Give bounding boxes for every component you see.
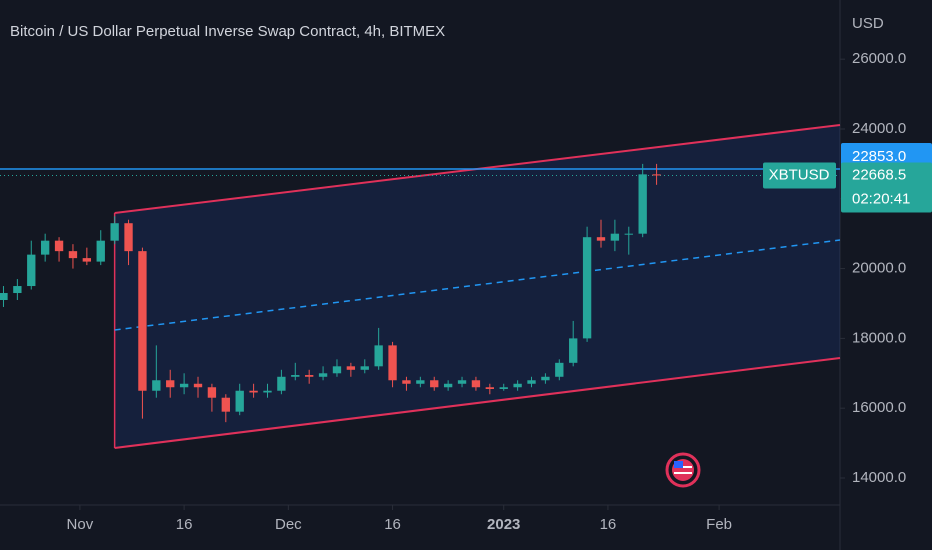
candle-body <box>13 286 22 294</box>
price-label: 22853.0 <box>852 148 906 165</box>
candle-body <box>485 387 494 389</box>
candle-body <box>527 380 536 384</box>
candle-body <box>388 345 397 381</box>
y-tick-label: 26000.0 <box>852 50 906 67</box>
x-tick-label: 2023 <box>487 516 520 533</box>
countdown-label: 02:20:41 <box>852 190 910 207</box>
y-tick-label: 18000.0 <box>852 329 906 346</box>
candle-body <box>68 251 78 259</box>
x-tick-label: Nov <box>67 516 94 533</box>
candle-body <box>179 383 189 388</box>
candle-body <box>596 237 606 241</box>
candle-body <box>360 366 369 370</box>
candle-body <box>138 251 147 391</box>
y-tick-label: 24000.0 <box>852 120 906 137</box>
candle-body <box>346 366 356 370</box>
chart-title: Bitcoin / US Dollar Perpetual Inverse Sw… <box>10 23 445 40</box>
y-tick-label: 20000.0 <box>852 260 906 277</box>
candle-body <box>402 380 411 384</box>
candle-body <box>569 338 578 363</box>
y-tick-label: 16000.0 <box>852 399 906 416</box>
candle-body <box>318 373 328 377</box>
candle-body <box>457 380 467 384</box>
plot <box>0 123 841 449</box>
candle-body <box>555 362 564 377</box>
channel-lower <box>114 357 841 449</box>
candle-body <box>96 240 105 262</box>
y-tick-label: 14000.0 <box>852 469 906 486</box>
candle-body <box>110 223 119 241</box>
candle-body <box>471 380 481 388</box>
x-tick-label: Dec <box>275 516 302 533</box>
candle-body <box>443 383 453 388</box>
candle-body <box>40 240 50 255</box>
candle-body <box>124 223 133 252</box>
x-tick-label: 16 <box>176 516 193 533</box>
x-tick-label: 16 <box>600 516 617 533</box>
candle-body <box>374 345 383 367</box>
candle-body <box>305 375 314 377</box>
candle-body <box>193 383 203 388</box>
channel-fill <box>114 124 840 448</box>
candle-body <box>249 390 258 393</box>
candle-body <box>499 387 508 389</box>
candle-body <box>263 390 272 393</box>
x-tick-label: 16 <box>384 516 401 533</box>
candle-body <box>54 240 64 252</box>
candle-body <box>332 366 342 374</box>
candle-body <box>27 254 36 287</box>
x-tick-label: Feb <box>706 516 732 533</box>
candle-body <box>152 380 161 391</box>
candle-body <box>541 376 550 381</box>
candle-body <box>221 397 230 412</box>
candle-body <box>652 174 661 176</box>
channel-middle <box>114 239 841 331</box>
candle-body <box>416 380 425 384</box>
flag-icon <box>665 452 701 488</box>
candle-body <box>624 233 633 235</box>
candle-body <box>207 387 217 398</box>
currency-label: USD <box>852 15 884 32</box>
price-label-box <box>841 162 932 213</box>
candle-body <box>610 233 620 241</box>
candle-body <box>291 375 300 377</box>
candle-body <box>82 258 92 262</box>
candle-body <box>582 237 592 339</box>
candle-body <box>277 376 286 391</box>
candle-body <box>235 390 244 412</box>
candle-body <box>513 383 522 388</box>
symbol-box <box>763 162 836 189</box>
candle-body <box>166 380 175 388</box>
candle-body <box>638 174 647 234</box>
candle-body <box>0 293 8 300</box>
price-label: 22668.5 <box>852 166 906 183</box>
symbol-label: XBTUSD <box>769 166 830 183</box>
candle-body <box>430 380 439 388</box>
